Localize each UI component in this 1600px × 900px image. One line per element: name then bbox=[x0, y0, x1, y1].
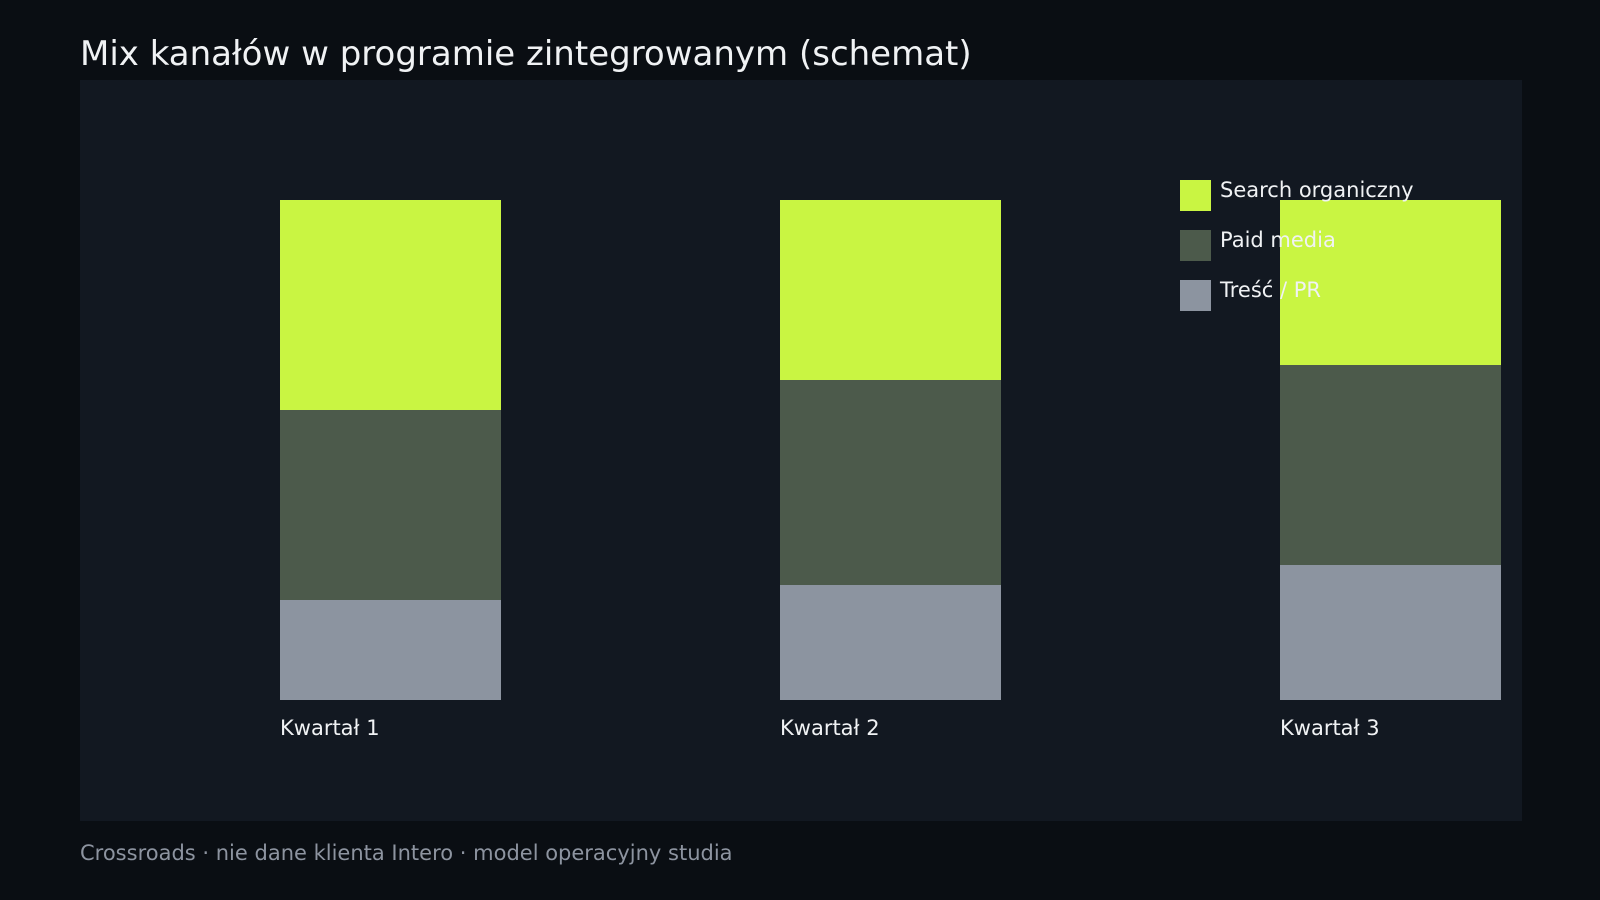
page-title: Mix kanałów w programie zintegrowanym (s… bbox=[80, 34, 972, 74]
legend-label: Paid media bbox=[1220, 228, 1336, 252]
bar-segment-q2-search-organiczny bbox=[780, 200, 1001, 380]
bar-segment-q1-paid-media bbox=[280, 410, 501, 600]
bar-segment-q2-treść-pr bbox=[780, 585, 1001, 700]
legend-swatch bbox=[1180, 230, 1211, 261]
bar-segment-q1-search-organiczny bbox=[280, 200, 501, 410]
stacked-bar-chart: Kwartał 1 Kwartał 2 Kwartał 3 Search organi… bbox=[280, 178, 1501, 740]
chart-panel: Kwartał 1 Kwartał 2 Kwartał 3 Search organi… bbox=[80, 80, 1522, 821]
bar-segment-q3-treść-pr bbox=[1280, 565, 1501, 700]
x-tick-label: Kwartał 2 bbox=[780, 716, 880, 740]
legend-swatch bbox=[1180, 280, 1211, 311]
bar-segment-q1-treść-pr bbox=[280, 600, 501, 700]
x-tick-label: Kwartał 1 bbox=[280, 716, 380, 740]
bar-segment-q3-paid-media bbox=[1280, 365, 1501, 565]
legend-swatch bbox=[1180, 180, 1211, 211]
legend-label: Treść / PR bbox=[1219, 278, 1321, 302]
bar-segment-q3-search-organiczny bbox=[1280, 200, 1501, 365]
x-tick-label: Kwartał 3 bbox=[1280, 716, 1380, 740]
legend-label: Search organiczny bbox=[1220, 178, 1414, 202]
footer-note: Crossroads · nie dane klienta Intero · m… bbox=[80, 841, 733, 865]
bar-segment-q2-paid-media bbox=[780, 380, 1001, 585]
